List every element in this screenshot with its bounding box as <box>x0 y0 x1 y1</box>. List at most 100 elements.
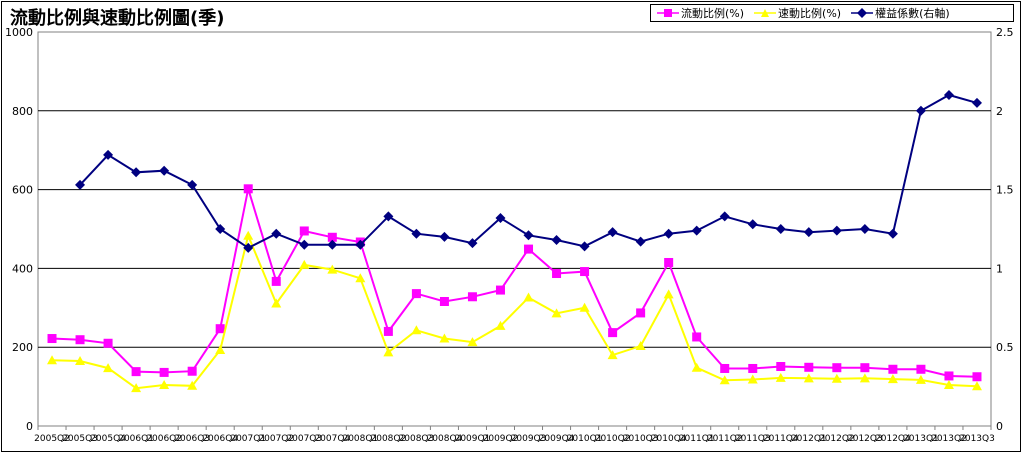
data-point-square <box>720 363 730 373</box>
data-point-diamond <box>607 227 618 238</box>
data-point-square <box>524 244 534 254</box>
y-left-tick-label: 800 <box>12 105 33 118</box>
data-point-diamond <box>691 225 702 236</box>
data-point-square <box>552 269 562 279</box>
y-right-tick-label: 0.5 <box>996 341 1014 354</box>
y-left-tick-label: 600 <box>12 184 33 197</box>
data-point-diamond <box>383 211 394 222</box>
data-point-diamond <box>663 228 674 239</box>
data-point-square <box>748 363 758 373</box>
data-point-square <box>804 362 814 372</box>
data-point-square <box>327 232 337 242</box>
data-point-diamond <box>579 241 590 252</box>
data-point-diamond <box>719 211 730 222</box>
data-point-triangle <box>131 383 142 393</box>
data-point-diamond <box>775 224 786 234</box>
data-point-triangle <box>635 341 646 351</box>
legend-item-quick-ratio: 速動比例(%) <box>754 5 841 21</box>
y-right-tick-label: 1 <box>996 262 1003 275</box>
data-point-triangle <box>355 273 366 283</box>
data-point-triangle <box>495 320 506 330</box>
data-point-triangle <box>607 350 618 360</box>
series-line-0 <box>51 188 978 378</box>
x-tick-label: 2008Q4 <box>427 434 463 444</box>
data-point-diamond <box>747 219 758 230</box>
x-tick-label: 2005Q2 <box>34 434 70 444</box>
y-left-tick-label: 1000 <box>5 26 33 39</box>
data-point-diamond <box>971 97 982 108</box>
legend-label-current-ratio: 流動比例(%) <box>681 7 745 20</box>
data-point-diamond <box>327 239 338 250</box>
x-tick-label: 2009Q2 <box>483 434 519 444</box>
data-point-triangle <box>579 302 590 312</box>
x-tick-label: 2013Q2 <box>931 434 967 444</box>
data-point-diamond <box>299 239 310 250</box>
data-point-square <box>103 338 113 348</box>
x-tick-label: 2012Q3 <box>847 434 883 444</box>
data-point-diamond <box>243 242 254 253</box>
data-point-diamond <box>411 228 422 239</box>
x-tick-label: 2010Q2 <box>595 434 631 444</box>
data-point-triangle <box>803 373 814 383</box>
data-point-diamond <box>215 224 226 234</box>
data-point-triangle <box>47 355 58 365</box>
x-tick-label: 2009Q3 <box>511 434 547 444</box>
data-point-triangle <box>383 347 394 357</box>
data-point-triangle <box>887 374 898 384</box>
data-point-diamond <box>551 235 562 246</box>
data-point-square <box>215 324 225 334</box>
data-point-square <box>495 285 505 295</box>
x-tick-label: 2010Q1 <box>567 434 603 444</box>
data-point-triangle <box>551 308 562 318</box>
data-point-triangle <box>271 298 282 308</box>
y-right-tick-label: 2 <box>996 105 1003 118</box>
data-point-diamond <box>495 212 506 223</box>
y-right-tick-label: 2.5 <box>996 26 1014 39</box>
data-point-square <box>860 363 870 373</box>
data-point-triangle <box>411 325 422 335</box>
legend-item-current-ratio: 流動比例(%) <box>657 5 744 21</box>
x-tick-label: 2011Q2 <box>707 434 743 444</box>
data-point-triangle <box>327 264 338 274</box>
x-tick-label: 2011Q4 <box>763 434 799 444</box>
legend-marker-triangle-icon <box>754 9 777 17</box>
data-point-triangle <box>663 289 674 299</box>
x-tick-label: 2009Q4 <box>539 434 575 444</box>
data-point-square <box>692 332 702 342</box>
y-left-tick-label: 400 <box>12 262 33 275</box>
x-tick-label: 2012Q4 <box>875 434 911 444</box>
data-point-triangle <box>523 292 534 302</box>
data-point-square <box>159 367 169 377</box>
data-point-square <box>944 371 954 381</box>
data-point-square <box>467 292 477 302</box>
data-point-triangle <box>243 230 254 240</box>
data-point-triangle <box>831 373 842 383</box>
data-point-diamond <box>355 239 366 250</box>
data-point-triangle <box>747 374 758 384</box>
data-point-square <box>75 335 85 345</box>
data-point-diamond <box>635 236 646 247</box>
y-right-tick-label: 0 <box>996 420 1003 433</box>
data-point-diamond <box>943 90 954 101</box>
data-point-diamond <box>271 228 282 239</box>
data-point-triangle <box>691 362 702 372</box>
data-point-square <box>131 367 141 377</box>
data-point-square <box>299 226 309 236</box>
data-point-triangle <box>859 373 870 383</box>
x-tick-label: 2006Q4 <box>202 434 238 444</box>
data-point-triangle <box>719 375 730 385</box>
y-left-tick-label: 0 <box>26 420 33 433</box>
chart-legend: 流動比例(%) 速動比例(%) 權益係數(右軸) <box>650 4 1014 22</box>
data-point-triangle <box>159 380 170 390</box>
data-point-square <box>888 364 898 374</box>
data-point-diamond <box>103 149 114 160</box>
x-tick-label: 2012Q1 <box>791 434 827 444</box>
data-point-triangle <box>971 381 982 391</box>
legend-marker-diamond-icon <box>851 8 874 18</box>
data-point-diamond <box>803 227 814 238</box>
data-point-diamond <box>131 167 142 178</box>
data-point-square <box>832 363 842 373</box>
x-tick-label: 2013Q1 <box>903 434 939 444</box>
data-point-diamond <box>75 179 86 190</box>
data-point-triangle <box>915 374 926 384</box>
